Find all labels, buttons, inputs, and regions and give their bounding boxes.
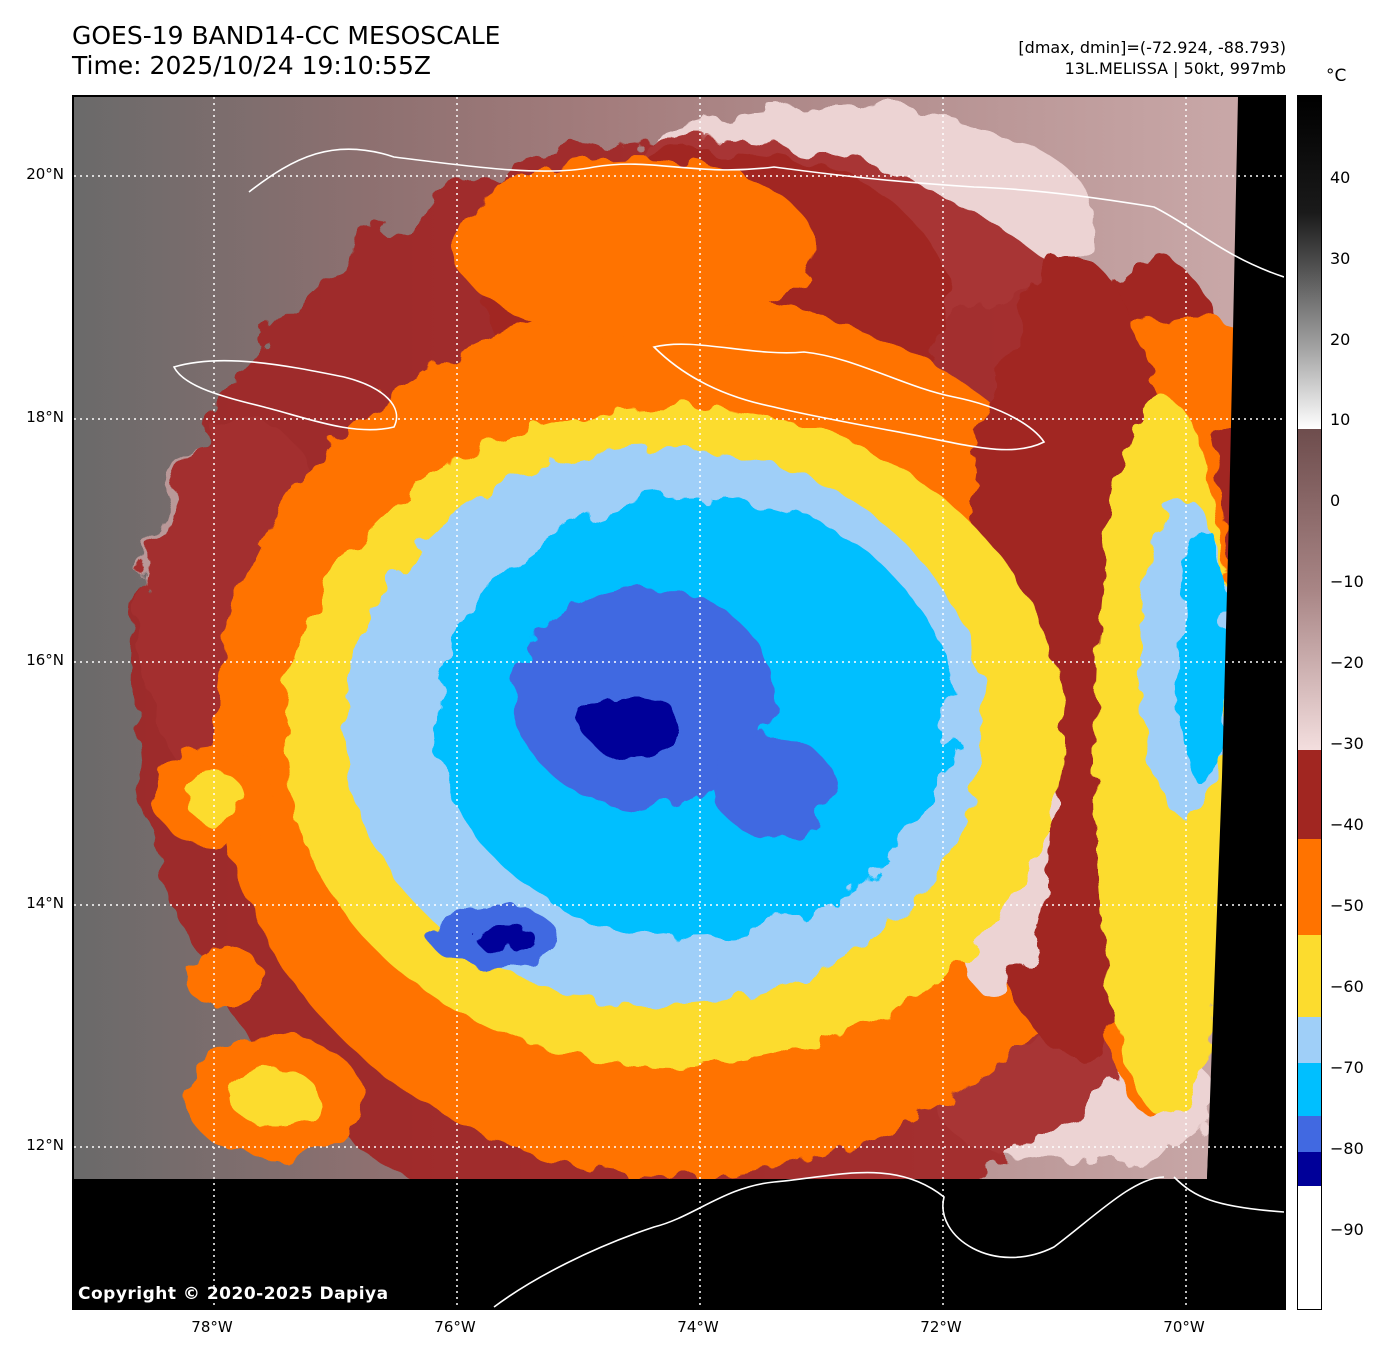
cbar-tick-30: 30 [1330,249,1351,268]
cbar-tick-minus30: −30 [1330,734,1364,753]
graticule [74,97,1284,1308]
lon-label-78w: 78°W [191,1318,233,1336]
cbar-tick-minus80: −80 [1330,1139,1364,1158]
cbar-tick-40: 40 [1330,168,1351,187]
cbar-tick-minus20: −20 [1330,653,1364,672]
storm-info: 13L.MELISSA | 50kt, 997mb [1064,59,1286,78]
map-time: Time: 2025/10/24 19:10:55Z [72,51,431,80]
cbar-tick-minus50: −50 [1330,896,1364,915]
cbar-tick-20: 20 [1330,330,1351,349]
cbar-tick-0: 0 [1330,491,1341,510]
cbar-tick-minus90: −90 [1330,1220,1364,1239]
lat-label-12n: 12°N [26,1136,64,1154]
lat-label-14n: 14°N [26,894,64,912]
lat-label-16n: 16°N [26,651,64,669]
lon-label-76w: 76°W [434,1318,476,1336]
cbar-tick-minus10: −10 [1330,572,1364,591]
lat-label-18n: 18°N [26,408,64,426]
map-title: GOES-19 BAND14-CC MESOSCALE [72,21,501,50]
satellite-imagery [74,97,1284,1308]
temperature-colorbar [1297,95,1322,1310]
cbar-tick-minus70: −70 [1330,1058,1364,1077]
satellite-map [72,95,1286,1310]
temperature-range: [dmax, dmin]=(-72.924, -88.793) [1018,38,1286,57]
cbar-tick-10: 10 [1330,410,1351,429]
lon-label-74w: 74°W [677,1318,719,1336]
colorbar-unit: °C [1326,66,1347,86]
cbar-tick-minus60: −60 [1330,977,1364,996]
copyright-text: Copyright © 2020-2025 Dapiya [78,1284,389,1304]
lat-label-20n: 20°N [26,165,64,183]
cbar-tick-minus40: −40 [1330,815,1364,834]
lon-label-70w: 70°W [1163,1318,1205,1336]
lon-label-72w: 72°W [920,1318,962,1336]
